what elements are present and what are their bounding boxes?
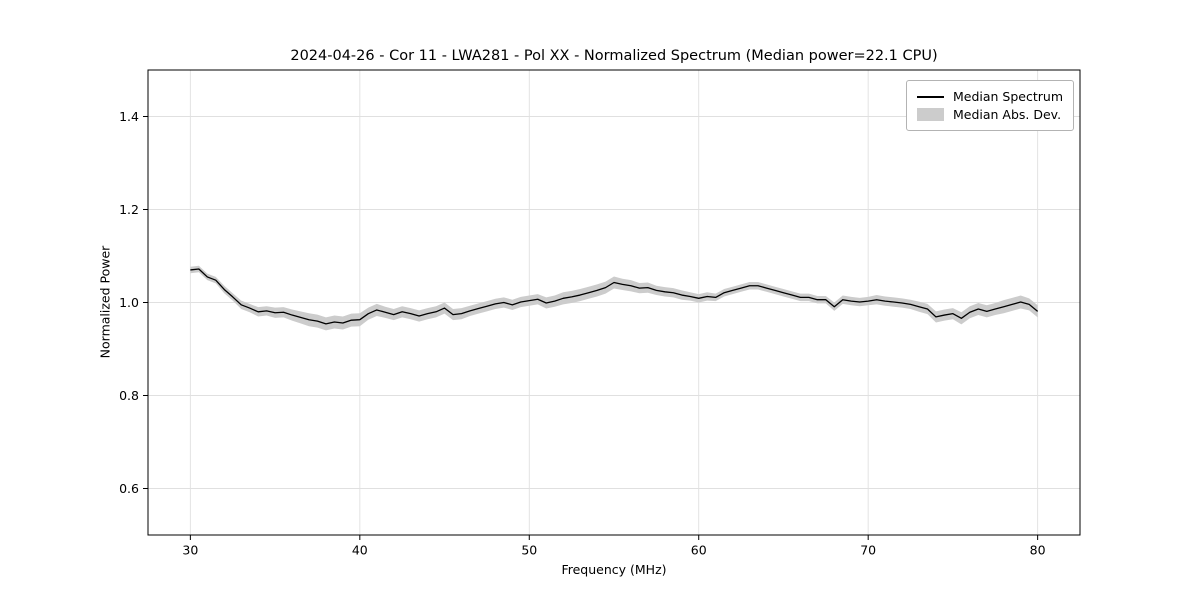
y-tick-label: 1.4 xyxy=(119,109,139,124)
line-swatch-icon xyxy=(916,95,944,98)
x-tick-label: 70 xyxy=(860,543,876,558)
x-tick-label: 80 xyxy=(1030,543,1046,558)
x-tick-label: 50 xyxy=(521,543,537,558)
patch-swatch-icon xyxy=(916,108,944,121)
median-spectrum-line xyxy=(190,268,1039,325)
y-axis-ticks: 0.6 0.8 1.0 1.2 1.4 xyxy=(119,109,148,496)
x-tick-label: 30 xyxy=(182,543,198,558)
x-axis-label: Frequency (MHz) xyxy=(561,562,667,577)
x-tick-label: 40 xyxy=(352,543,368,558)
legend-label-median-abs-dev: Median Abs. Dev. xyxy=(952,107,1062,122)
legend: Median Spectrum Median Abs. Dev. xyxy=(905,80,1074,131)
mad-band xyxy=(190,265,1038,331)
legend-item-median-spectrum: Median Spectrum xyxy=(916,89,1063,104)
x-axis-ticks: 30 40 50 60 70 80 xyxy=(182,535,1046,558)
legend-label-median-spectrum: Median Spectrum xyxy=(952,89,1063,104)
y-tick-label: 1.0 xyxy=(119,295,139,310)
legend-item-median-abs-dev: Median Abs. Dev. xyxy=(916,107,1063,122)
y-tick-label: 0.8 xyxy=(119,388,139,403)
grid-lines xyxy=(148,70,1080,535)
chart-title: 2024-04-26 - Cor 11 - LWA281 - Pol XX - … xyxy=(290,48,938,64)
y-tick-label: 1.2 xyxy=(119,202,139,217)
x-tick-label: 60 xyxy=(691,543,707,558)
y-axis-label: Normalized Power xyxy=(97,245,113,359)
y-tick-label: 0.6 xyxy=(119,481,139,496)
